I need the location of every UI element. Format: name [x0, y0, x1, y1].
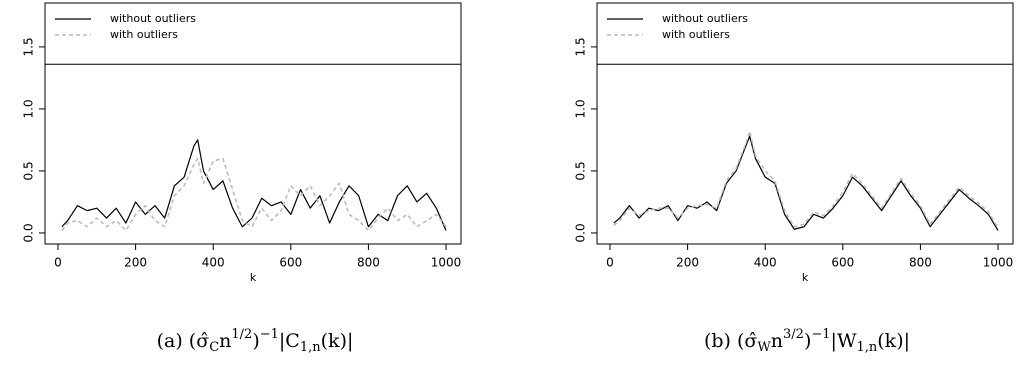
y-tick-label: 1.0: [574, 99, 588, 118]
caption-part: n: [219, 330, 231, 352]
caption: (a) (σ̂Cn1/2)−1|C1,n(k)|: [157, 327, 354, 355]
x-tick-label: 600: [831, 256, 854, 270]
series-line: [61, 157, 447, 232]
legend-label: without outliers: [110, 12, 196, 25]
x-axis-label: k: [802, 271, 809, 284]
caption-part: 1/2: [231, 327, 252, 342]
y-tick-label: 1.5: [22, 37, 36, 56]
series-line: [61, 139, 447, 231]
x-tick-label: 800: [909, 256, 932, 270]
plot-frame: [596, 2, 1014, 245]
y-tick-label: 0.0: [574, 223, 588, 242]
legend-label: with outliers: [662, 28, 730, 41]
y-tick-label: 0.5: [574, 161, 588, 180]
y-tick-label: 0.0: [22, 223, 36, 242]
caption-part: n: [771, 330, 783, 352]
caption-part: −1: [811, 327, 830, 342]
x-tick-label: 400: [202, 256, 225, 270]
x-tick-label: 200: [124, 256, 147, 270]
x-tick-label: 600: [279, 256, 302, 270]
caption-part: 3/2: [783, 327, 804, 342]
legend-label: with outliers: [110, 28, 178, 41]
plot-frame: [44, 2, 462, 245]
caption-part: C: [209, 340, 219, 355]
caption-part: ): [252, 330, 259, 352]
caption-part: (b) (σ̂: [704, 330, 757, 352]
caption-part: ): [804, 330, 811, 352]
x-tick-label: 0: [606, 256, 614, 270]
legend-label: without outliers: [662, 12, 748, 25]
y-tick-label: 0.5: [22, 161, 36, 180]
caption-part: |C: [279, 330, 300, 352]
x-tick-label: 1000: [431, 256, 462, 270]
series-line: [613, 130, 999, 229]
caption: (b) (σ̂Wn3/2)−1|W1,n(k)|: [704, 327, 910, 355]
caption-part: 1,n: [856, 340, 877, 355]
x-tick-label: 0: [54, 256, 62, 270]
caption-part: (k)|: [321, 330, 354, 352]
x-axis-label: k: [250, 271, 257, 284]
caption-part: (k)|: [877, 330, 910, 352]
y-tick-label: 1.0: [22, 99, 36, 118]
caption-part: W: [757, 340, 771, 355]
x-tick-label: 400: [754, 256, 777, 270]
caption-part: (a) (σ̂: [157, 330, 210, 352]
x-tick-label: 800: [357, 256, 380, 270]
caption-part: 1,n: [300, 340, 321, 355]
series-line: [613, 135, 999, 231]
x-tick-label: 1000: [983, 256, 1014, 270]
caption-part: |W: [831, 330, 857, 352]
x-tick-label: 200: [676, 256, 699, 270]
caption-part: −1: [260, 327, 279, 342]
y-tick-label: 1.5: [574, 37, 588, 56]
